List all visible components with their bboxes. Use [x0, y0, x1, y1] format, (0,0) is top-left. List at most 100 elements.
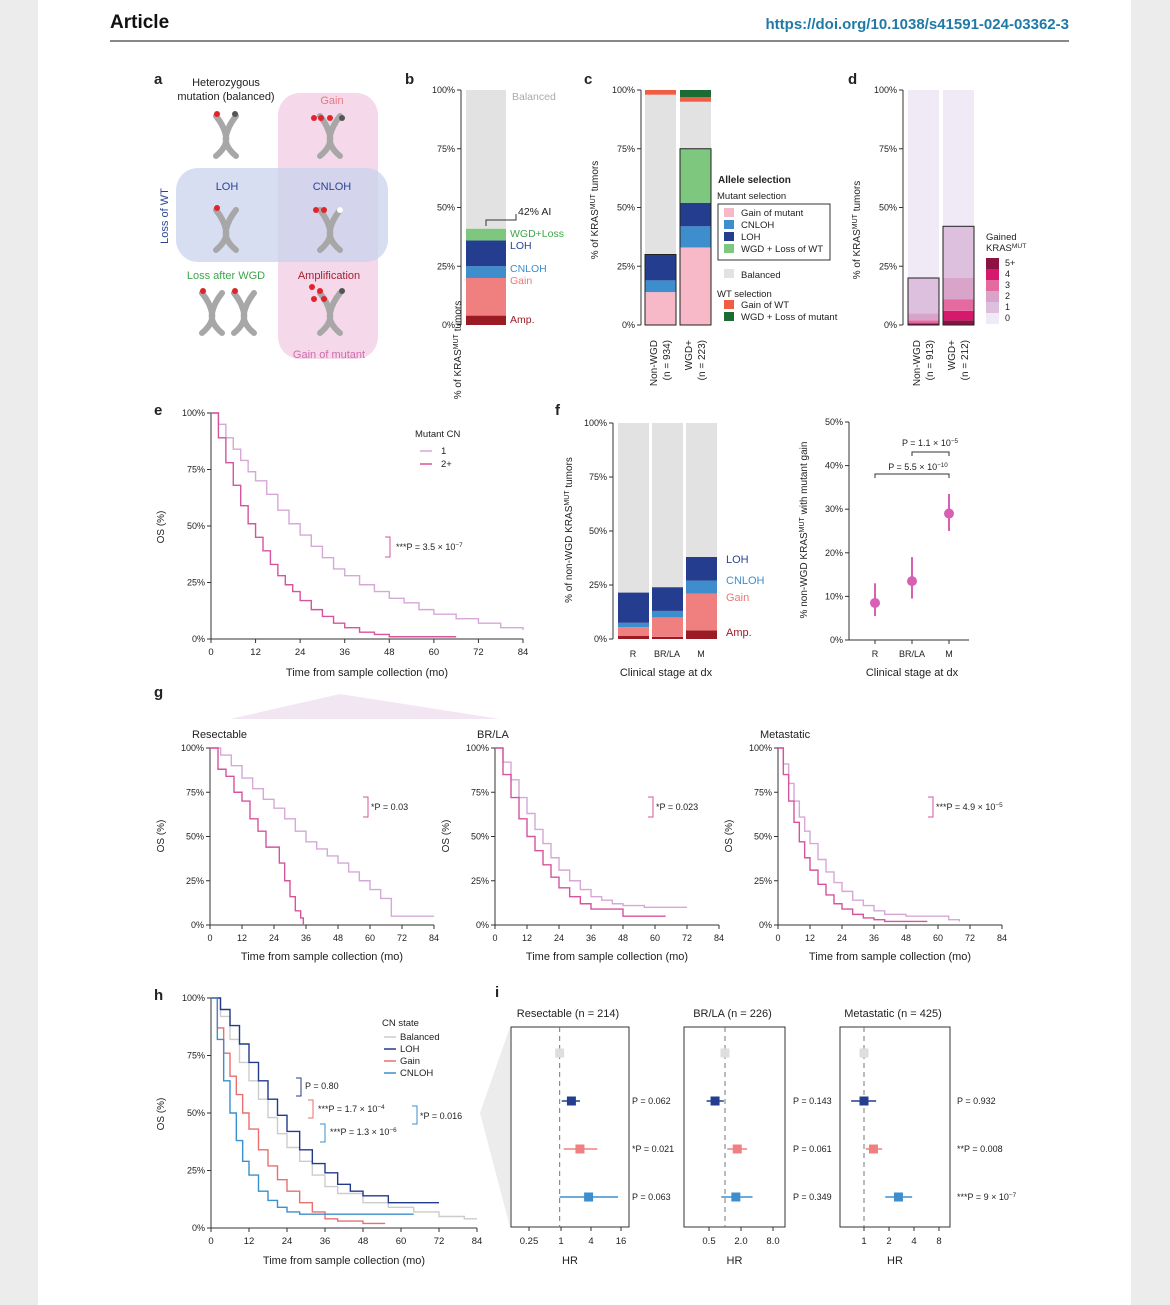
g-xlabel: Time from sample collection (mo)	[809, 951, 971, 963]
y-tick-label: 0%	[622, 320, 635, 330]
x-tick-label: 84	[472, 1236, 483, 1247]
km-curve-loh	[211, 997, 439, 1204]
p-bracket	[385, 536, 391, 558]
c-ylabel: % of KRASMUT tumors	[590, 161, 602, 260]
x-tick-label: 24	[295, 647, 306, 658]
y-tick-label: 50%	[589, 526, 607, 536]
panel-letter: i	[495, 984, 499, 1001]
bar-segment-5-	[908, 323, 939, 325]
legend-item: WGD + Loss of mutant	[741, 312, 838, 323]
chromosome-heterozygous	[213, 111, 239, 159]
x-tick-label: 8	[936, 1236, 941, 1247]
p-value: *P = 0.023	[656, 802, 698, 812]
bar-segment-wgd-loss-of-mutant	[680, 90, 711, 98]
hr-marker-balanced	[555, 1048, 565, 1058]
x-tick-label: 0	[207, 933, 212, 943]
y-tick-label: 100%	[181, 743, 204, 753]
bar-segment-gain-of-mutant	[645, 292, 676, 325]
p-bracket	[412, 1105, 418, 1125]
loh-label: LOH	[216, 181, 239, 193]
legend-swatch	[986, 313, 999, 324]
legend-item: Balanced	[400, 1032, 440, 1043]
y-tick-label: 0%	[191, 920, 204, 930]
f-xtick-label: BR/LA	[654, 649, 680, 659]
km-curve-1	[211, 412, 524, 630]
y-tick-label: 0%	[192, 634, 205, 644]
allele-dot	[200, 288, 206, 294]
heterozygous-label-2: mutation (balanced)	[177, 91, 274, 103]
x-tick-label: 0.25	[520, 1236, 539, 1247]
allele-dot	[339, 115, 345, 121]
x-tick-label: 12	[522, 933, 532, 943]
x-tick-label: 36	[301, 933, 311, 943]
y-tick-label: 100%	[749, 743, 772, 753]
y-tick-label: 0%	[759, 920, 772, 930]
chromosome-shape	[213, 113, 239, 159]
y-tick-label: 20%	[825, 548, 843, 558]
bar-segment-amp-	[686, 630, 717, 639]
bar-segment-cnloh	[618, 622, 649, 628]
g-title: Resectable	[192, 729, 247, 741]
legend-swatch	[724, 232, 734, 241]
chromosome-wgd-1	[199, 288, 225, 336]
x-tick-label: 60	[365, 933, 375, 943]
x-tick-label: 0.5	[702, 1236, 715, 1247]
x-tick-label: 36	[869, 933, 879, 943]
legend-item: LOH	[741, 232, 761, 243]
y-tick-label: 0%	[594, 634, 607, 644]
p-value: ***P = 1.3 × 10−6	[330, 1127, 397, 1138]
x-tick-label: 12	[237, 933, 247, 943]
legend-item: 2+	[441, 459, 452, 470]
legend-title: Mutant CN	[415, 429, 461, 440]
legend-item: 5+	[1005, 258, 1015, 268]
legend-item: LOH	[400, 1044, 420, 1055]
i-xlabel: HR	[562, 1255, 578, 1267]
x-tick-label: 48	[384, 647, 395, 658]
x-tick-label: 1	[861, 1236, 866, 1247]
chromosome-wgd-2	[231, 288, 257, 336]
p-value: P = 0.063	[632, 1192, 671, 1202]
e-ylabel: OS (%)	[156, 511, 167, 544]
expansion-wedge	[230, 694, 500, 719]
p-value: P = 0.80	[305, 1081, 339, 1091]
panel-letter: c	[584, 71, 592, 88]
legend-swatch	[986, 302, 999, 313]
doi-link[interactable]: https://doi.org/10.1038/s41591-024-03362…	[765, 16, 1070, 33]
chromosome-shape	[317, 207, 343, 253]
panel-letter: g	[154, 684, 163, 701]
label-balanced: Balanced	[512, 91, 556, 103]
allele-dot	[214, 205, 220, 211]
y-tick-label: 75%	[186, 787, 204, 797]
allele-dot	[318, 115, 324, 121]
x-tick-label: 72	[397, 933, 407, 943]
panel-letter: d	[848, 71, 857, 88]
bar-segment-loh	[686, 556, 717, 581]
y-tick-label: 100%	[182, 408, 205, 418]
label-amp: Amp.	[726, 627, 752, 639]
bar-segment-balanced	[618, 423, 649, 593]
bar-segment-gain-of-mutant	[680, 247, 711, 325]
loss-after-wgd-label: Loss after WGD	[187, 270, 265, 282]
x-tick-label: 24	[554, 933, 564, 943]
panel-letter: f	[555, 402, 561, 419]
p-value: ***P = 3.5 × 10−7	[396, 542, 463, 553]
km-curve-1	[210, 747, 434, 917]
x-tick-label: 36	[586, 933, 596, 943]
legend-title: Allele selection	[718, 175, 791, 186]
legend-swatch	[724, 300, 734, 309]
y-tick-label: 10%	[825, 591, 843, 601]
i-title: BR/LA (n = 226)	[693, 1008, 772, 1020]
x-tick-label: 4	[911, 1236, 916, 1247]
legend-swatch	[724, 208, 734, 217]
x-tick-label: 24	[282, 1236, 293, 1247]
y-tick-label: 50%	[754, 832, 772, 842]
x-tick-label: 12	[244, 1236, 255, 1247]
y-tick-label: 25%	[186, 876, 204, 886]
y-tick-label: 25%	[617, 261, 635, 271]
label-cnloh: CNLOH	[510, 263, 547, 275]
bar-segment-gain	[686, 593, 717, 631]
x-tick-label: 12	[250, 647, 261, 658]
bar-segment-gain-of-wt	[645, 90, 676, 95]
bar-segment-gain	[466, 278, 506, 316]
y-tick-label: 75%	[754, 787, 772, 797]
